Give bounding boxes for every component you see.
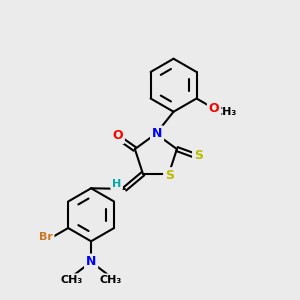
Text: O: O bbox=[112, 129, 123, 142]
Text: Br: Br bbox=[39, 232, 53, 242]
Text: O: O bbox=[209, 101, 219, 115]
Text: CH₃: CH₃ bbox=[61, 274, 83, 285]
Text: S: S bbox=[165, 169, 174, 182]
Text: CH₃: CH₃ bbox=[99, 274, 122, 285]
Text: S: S bbox=[194, 148, 203, 161]
Text: CH₃: CH₃ bbox=[214, 107, 236, 117]
Text: N: N bbox=[152, 127, 162, 140]
Text: H: H bbox=[112, 178, 121, 189]
Text: N: N bbox=[86, 255, 96, 268]
